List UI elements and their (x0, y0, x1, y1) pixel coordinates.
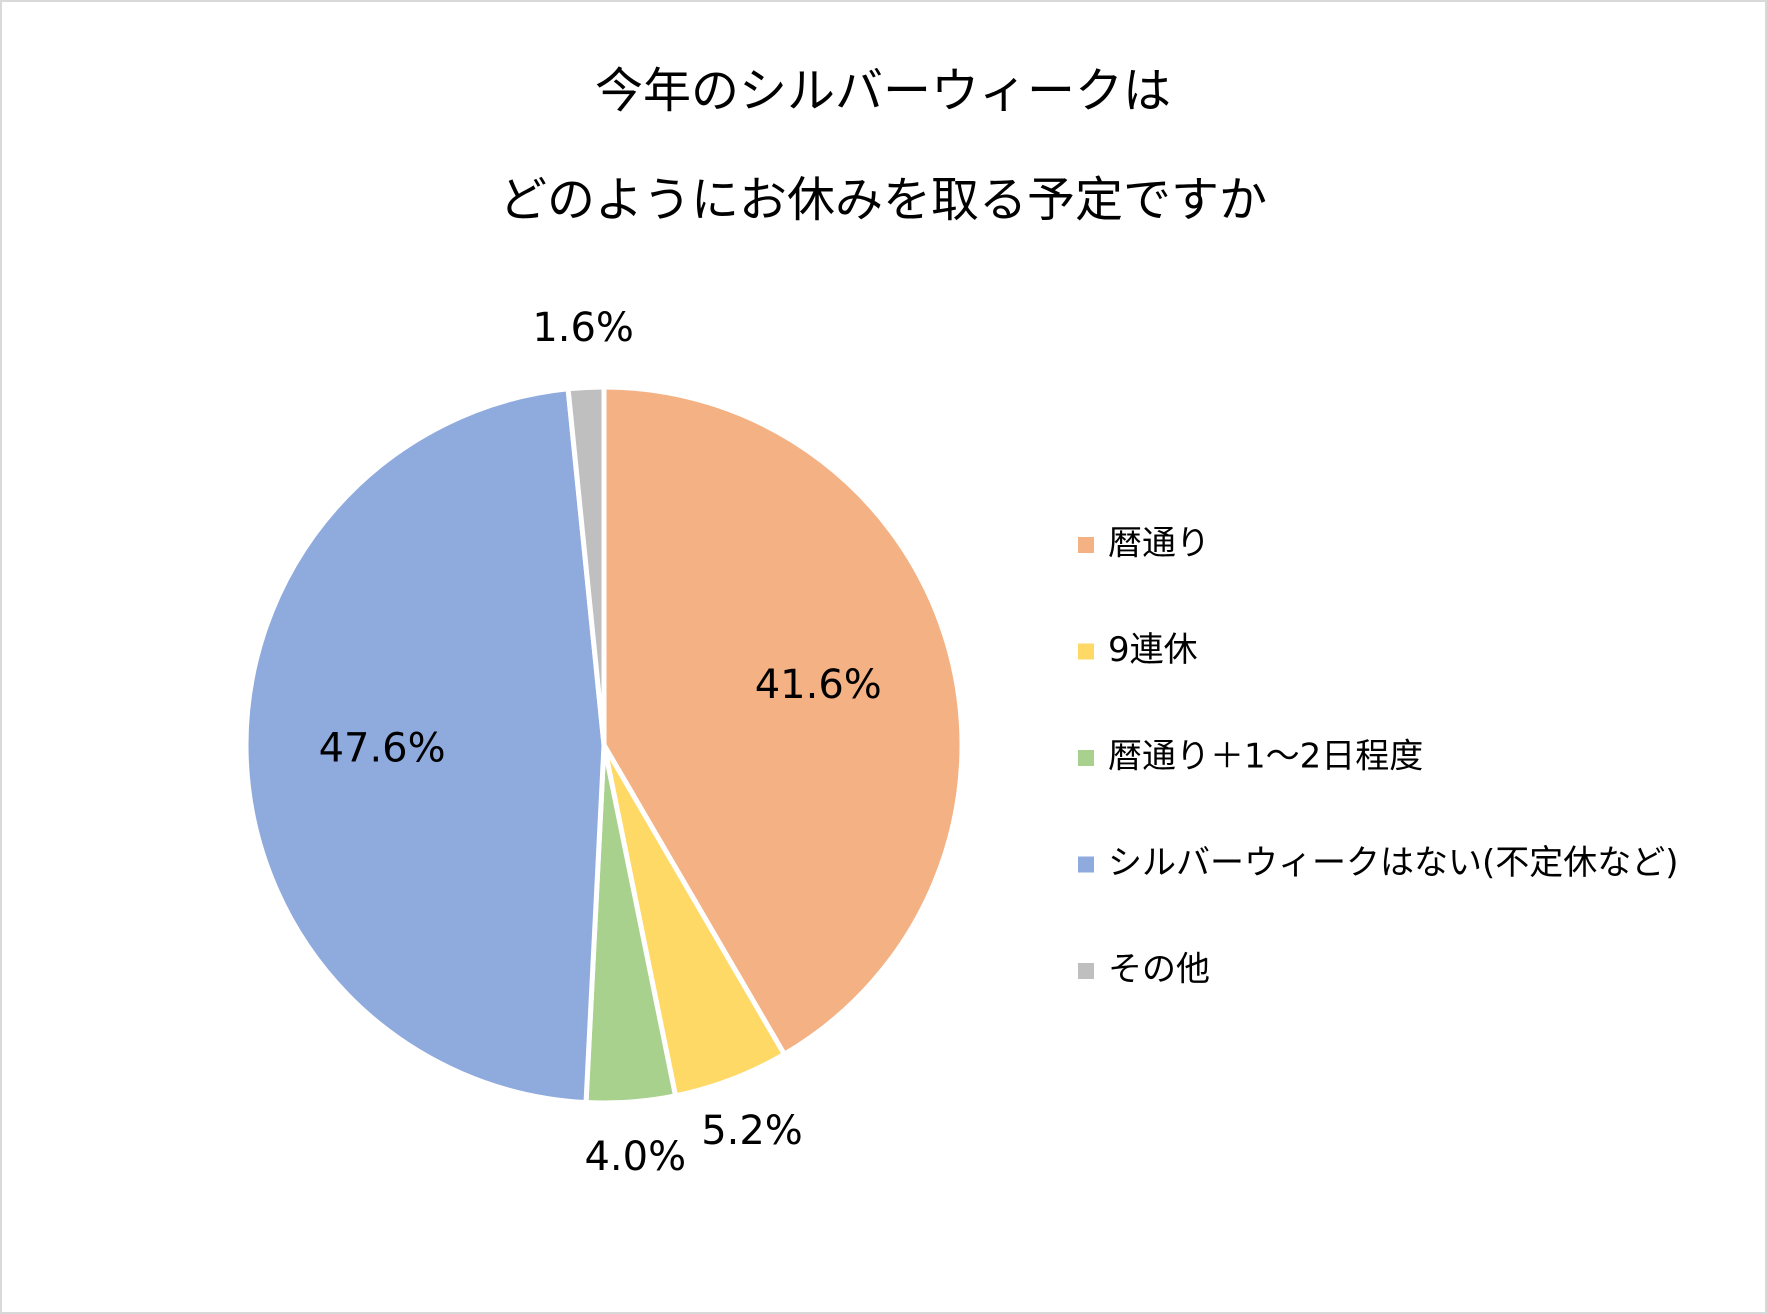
legend-label: 暦通り (1108, 524, 1210, 564)
legend-label: 暦通り＋1～2日程度 (1108, 737, 1423, 777)
chart-title: 今年のシルバーウィークは (595, 63, 1171, 119)
legend-marker (1078, 537, 1094, 553)
chart-title: どのようにお休みを取る予定ですか (499, 172, 1267, 228)
pie-slice (565, 384, 607, 746)
legend-label: その他 (1108, 950, 1210, 990)
legend-label: シルバーウィークはない(不定休など) (1108, 843, 1679, 883)
data-label: 47.6% (319, 726, 446, 772)
data-label: 41.6% (755, 662, 882, 708)
data-label: 5.2% (701, 1108, 803, 1154)
data-label: 4.0% (584, 1134, 686, 1180)
pie-slice (601, 384, 965, 1058)
legend-marker (1078, 856, 1094, 873)
data-label: 1.6% (532, 305, 634, 351)
legend-marker (1078, 963, 1094, 979)
legend-marker (1078, 643, 1094, 660)
legend-marker (1078, 750, 1094, 766)
legend-label: 9連休 (1108, 630, 1198, 670)
pie-slice (243, 386, 607, 1106)
